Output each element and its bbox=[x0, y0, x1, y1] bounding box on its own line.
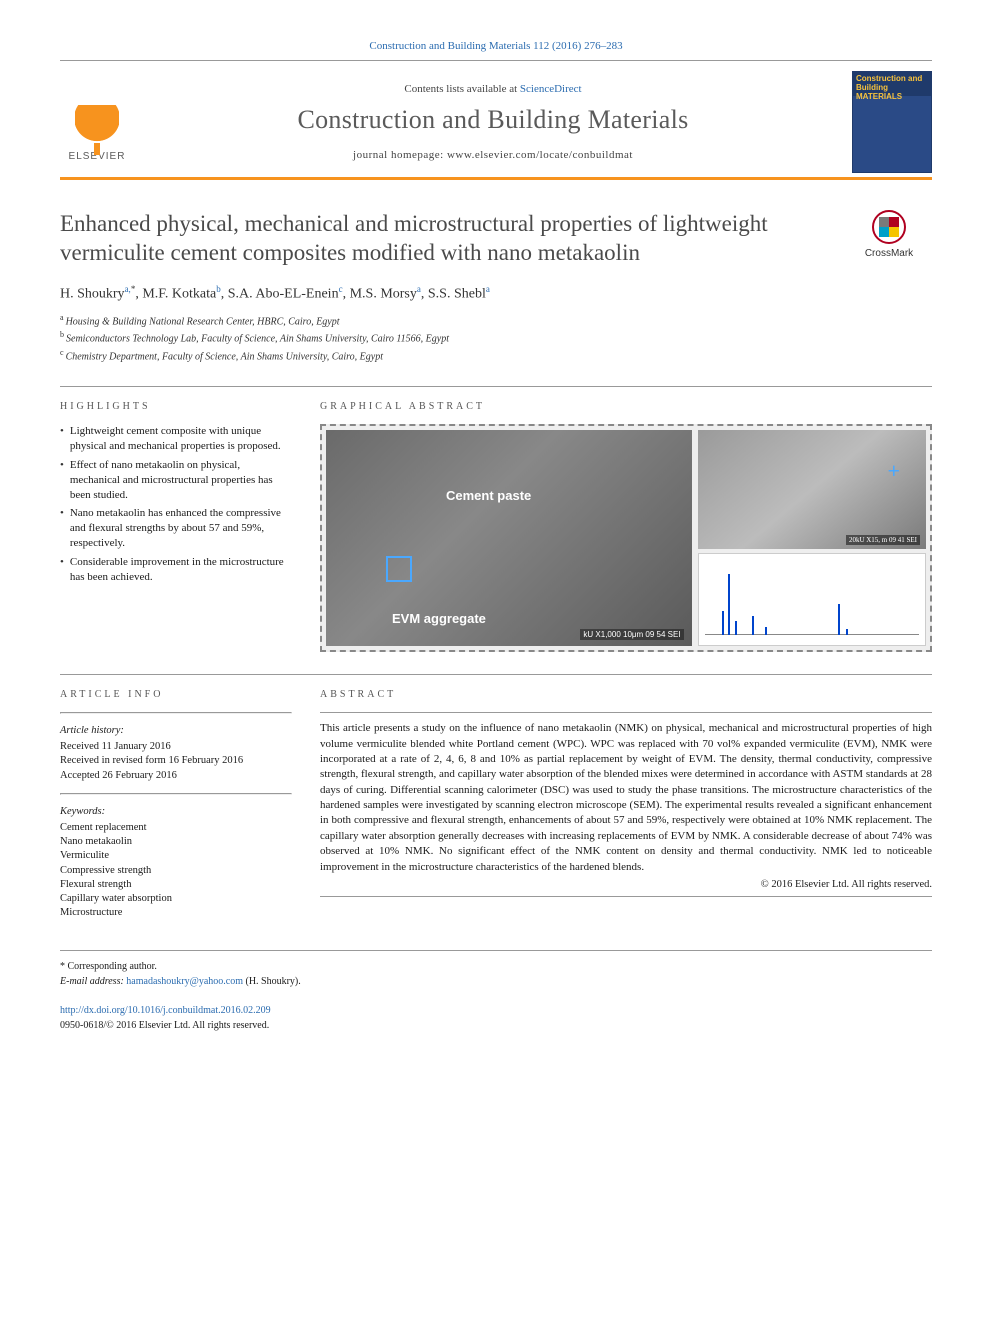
doi-link[interactable]: http://dx.doi.org/10.1016/j.conbuildmat.… bbox=[60, 1005, 271, 1016]
author-2: , M.F. Kotkata bbox=[135, 286, 216, 301]
homepage-prefix: journal homepage: bbox=[353, 149, 447, 161]
cover-line-2: MATERIALS bbox=[856, 93, 928, 102]
edx-spectrum bbox=[698, 553, 926, 646]
elsevier-tree-icon bbox=[75, 105, 119, 149]
zoom-box-icon bbox=[386, 556, 412, 582]
sem-label-paste: Cement paste bbox=[446, 488, 531, 503]
article-title: Enhanced physical, mechanical and micros… bbox=[60, 210, 826, 268]
affiliation-line: a Housing & Building National Research C… bbox=[60, 312, 932, 329]
author-5: , S.S. Shebl bbox=[421, 286, 486, 301]
spectrum-peak bbox=[838, 604, 840, 635]
issn-copyright: 0950-0618/© 2016 Elsevier Ltd. All right… bbox=[60, 1018, 932, 1033]
crossmark-widget[interactable]: CrossMark bbox=[846, 210, 932, 259]
divider bbox=[60, 712, 292, 714]
sem-scalebar-inset: 20kU X15, m 09 41 SEI bbox=[846, 535, 920, 545]
affiliation-sup: a bbox=[60, 313, 66, 322]
history-line: Received in revised form 16 February 201… bbox=[60, 754, 292, 768]
email-link[interactable]: hamadashoukry@yahoo.com bbox=[126, 976, 243, 987]
highlights-heading: highlights bbox=[60, 401, 292, 412]
corresponding-author-label: * Corresponding author. bbox=[60, 959, 932, 974]
keyword-line: Microstructure bbox=[60, 906, 292, 920]
abstract-copyright: © 2016 Elsevier Ltd. All rights reserved… bbox=[320, 879, 932, 890]
highlight-item: Nano metakaolin has enhanced the compres… bbox=[60, 506, 292, 551]
graphical-abstract-heading: graphical abstract bbox=[320, 401, 932, 412]
history-lines: Received 11 January 2016Received in revi… bbox=[60, 740, 292, 783]
spectrum-peak bbox=[728, 574, 730, 635]
spectrum-peak bbox=[752, 616, 754, 635]
contents-line: Contents lists available at ScienceDirec… bbox=[148, 83, 838, 95]
sciencedirect-link[interactable]: ScienceDirect bbox=[520, 83, 582, 95]
keyword-line: Cement replacement bbox=[60, 821, 292, 835]
affiliation-line: b Semiconductors Technology Lab, Faculty… bbox=[60, 329, 932, 346]
sem-scalebar-main: kU X1,000 10μm 09 54 SEI bbox=[580, 629, 683, 640]
keywords-title: Keywords: bbox=[60, 805, 292, 819]
spectrum-peak bbox=[846, 629, 848, 635]
authors-line: H. Shoukrya,*, M.F. Kotkatab, S.A. Abo-E… bbox=[60, 284, 932, 303]
footer: * Corresponding author. E-mail address: … bbox=[60, 950, 932, 1033]
sem-image-inset: + 20kU X15, m 09 41 SEI bbox=[698, 430, 926, 549]
spectrum-baseline bbox=[705, 634, 919, 635]
affiliations: a Housing & Building National Research C… bbox=[60, 312, 932, 364]
email-suffix: (H. Shoukry). bbox=[243, 976, 301, 987]
keyword-line: Compressive strength bbox=[60, 864, 292, 878]
keyword-lines: Cement replacementNano metakaolinVermicu… bbox=[60, 821, 292, 920]
divider bbox=[320, 896, 932, 897]
homepage-line: journal homepage: www.elsevier.com/locat… bbox=[148, 149, 838, 161]
keyword-line: Capillary water absorption bbox=[60, 892, 292, 906]
sem-image-main: Cement paste EVM aggregate kU X1,000 10μ… bbox=[326, 430, 692, 646]
author-5-aff: a bbox=[486, 284, 490, 294]
divider bbox=[60, 793, 292, 795]
author-3: , S.A. Abo-EL-Enein bbox=[221, 286, 339, 301]
divider bbox=[60, 386, 932, 387]
affiliation-sup: c bbox=[60, 348, 66, 357]
divider bbox=[320, 712, 932, 713]
publisher-logo: ELSEVIER bbox=[60, 82, 134, 162]
sem-label-aggregate: EVM aggregate bbox=[392, 611, 486, 626]
history-title: Article history: bbox=[60, 724, 292, 738]
divider bbox=[60, 674, 932, 675]
history-line: Accepted 26 February 2016 bbox=[60, 769, 292, 783]
crossmark-icon bbox=[872, 210, 906, 244]
affiliation-line: c Chemistry Department, Faculty of Scien… bbox=[60, 347, 932, 364]
keyword-line: Flexural strength bbox=[60, 878, 292, 892]
keyword-line: Vermiculite bbox=[60, 849, 292, 863]
crosshair-icon: + bbox=[887, 458, 900, 484]
spectrum-peak bbox=[735, 621, 737, 635]
email-label: E-mail address: bbox=[60, 976, 126, 987]
top-citation: Construction and Building Materials 112 … bbox=[60, 40, 932, 52]
journal-header: ELSEVIER Contents lists available at Sci… bbox=[60, 60, 932, 180]
crossmark-label: CrossMark bbox=[865, 248, 913, 259]
spectrum-peak bbox=[765, 627, 767, 635]
author-1: H. Shoukry bbox=[60, 286, 125, 301]
spectrum-peak bbox=[722, 611, 724, 635]
highlights-list: Lightweight cement composite with unique… bbox=[60, 424, 292, 584]
affiliation-sup: b bbox=[60, 330, 66, 339]
journal-name: Construction and Building Materials bbox=[148, 105, 838, 135]
highlight-item: Lightweight cement composite with unique… bbox=[60, 424, 292, 454]
highlight-item: Considerable improvement in the microstr… bbox=[60, 555, 292, 585]
highlight-item: Effect of nano metakaolin on physical, m… bbox=[60, 458, 292, 503]
journal-cover-thumbnail: Construction and Building MATERIALS bbox=[852, 71, 932, 173]
history-line: Received 11 January 2016 bbox=[60, 740, 292, 754]
contents-prefix: Contents lists available at bbox=[404, 83, 519, 95]
cover-line-1: Construction and Building bbox=[856, 75, 928, 93]
graphical-abstract-figure: Cement paste EVM aggregate kU X1,000 10μ… bbox=[320, 424, 932, 652]
article-info-heading: article info bbox=[60, 689, 292, 700]
homepage-url: www.elsevier.com/locate/conbuildmat bbox=[447, 149, 633, 161]
author-4: , M.S. Morsy bbox=[343, 286, 417, 301]
abstract-heading: abstract bbox=[320, 689, 932, 700]
abstract-text: This article presents a study on the inf… bbox=[320, 721, 932, 875]
keyword-line: Nano metakaolin bbox=[60, 835, 292, 849]
